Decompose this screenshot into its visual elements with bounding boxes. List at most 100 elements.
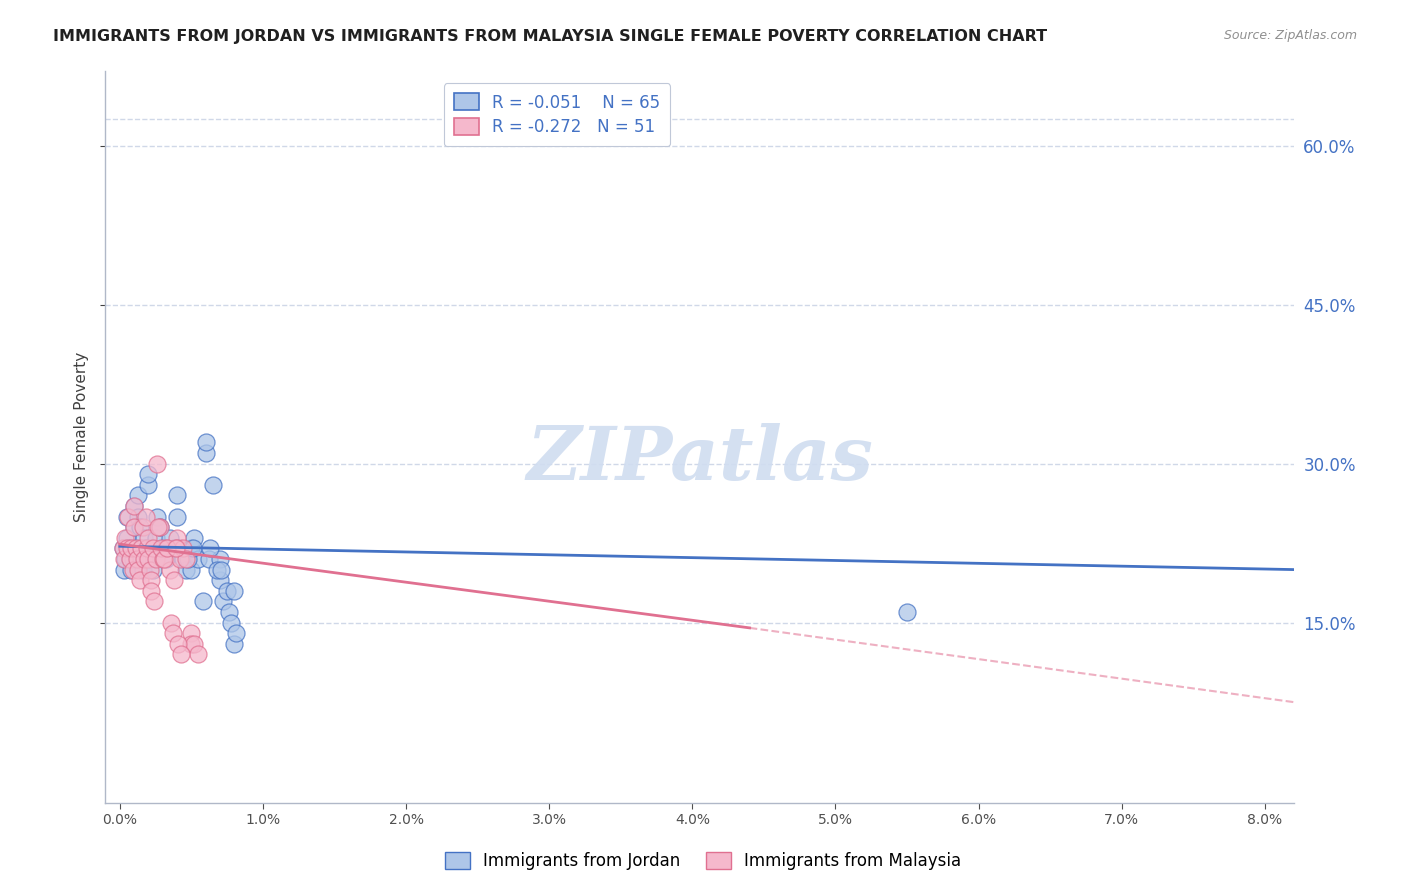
Point — [166, 509, 188, 524]
Point — [122, 520, 145, 534]
Y-axis label: Single Female Poverty: Single Female Poverty — [75, 352, 90, 522]
Point — [187, 552, 209, 566]
Point — [205, 563, 228, 577]
Point — [208, 573, 231, 587]
Point — [120, 541, 142, 556]
Point — [170, 648, 193, 662]
Point — [211, 594, 233, 608]
Point — [194, 446, 217, 460]
Point — [124, 541, 146, 556]
Point — [127, 509, 149, 524]
Point — [124, 541, 146, 556]
Point — [187, 648, 209, 662]
Point — [141, 573, 163, 587]
Point — [121, 563, 143, 577]
Point — [120, 541, 142, 556]
Point — [159, 563, 181, 577]
Point — [125, 552, 148, 566]
Point — [114, 531, 136, 545]
Point — [177, 552, 200, 566]
Legend: R = -0.051    N = 65, R = -0.272   N = 51: R = -0.051 N = 65, R = -0.272 N = 51 — [444, 83, 671, 146]
Legend: Immigrants from Jordan, Immigrants from Malaysia: Immigrants from Jordan, Immigrants from … — [439, 845, 967, 877]
Point — [165, 541, 187, 556]
Point — [129, 541, 152, 556]
Point — [143, 594, 166, 608]
Point — [146, 457, 169, 471]
Point — [180, 563, 202, 577]
Point — [172, 552, 194, 566]
Point — [138, 552, 160, 566]
Point — [149, 520, 172, 534]
Point — [198, 541, 221, 556]
Point — [181, 541, 204, 556]
Point — [145, 531, 167, 545]
Point — [162, 626, 184, 640]
Point — [138, 467, 160, 482]
Point — [146, 509, 169, 524]
Point — [139, 541, 162, 556]
Point — [138, 477, 160, 491]
Point — [117, 509, 139, 524]
Point — [142, 563, 165, 577]
Point — [139, 563, 162, 577]
Point — [191, 594, 214, 608]
Point — [112, 552, 135, 566]
Point — [155, 552, 177, 566]
Point — [142, 541, 165, 556]
Point — [135, 541, 157, 556]
Point — [135, 509, 157, 524]
Point — [467, 117, 489, 131]
Point — [194, 435, 217, 450]
Point — [150, 541, 173, 556]
Point — [217, 583, 239, 598]
Point — [896, 605, 918, 619]
Point — [145, 552, 167, 566]
Point — [169, 541, 191, 556]
Point — [128, 520, 150, 534]
Point — [136, 552, 159, 566]
Point — [132, 531, 155, 545]
Point — [169, 552, 191, 566]
Point — [114, 552, 136, 566]
Point — [122, 520, 145, 534]
Point — [156, 541, 179, 556]
Point — [129, 552, 152, 566]
Point — [180, 637, 202, 651]
Point — [201, 477, 224, 491]
Point — [115, 531, 138, 545]
Point — [112, 563, 135, 577]
Point — [152, 552, 174, 566]
Point — [163, 541, 186, 556]
Point — [180, 626, 202, 640]
Point — [180, 541, 202, 556]
Text: Source: ZipAtlas.com: Source: ZipAtlas.com — [1223, 29, 1357, 42]
Point — [115, 509, 138, 524]
Point — [183, 637, 205, 651]
Point — [117, 541, 139, 556]
Point — [166, 531, 188, 545]
Point — [127, 488, 149, 502]
Point — [218, 605, 240, 619]
Point — [111, 541, 134, 556]
Point — [167, 637, 190, 651]
Point — [136, 541, 159, 556]
Point — [166, 488, 188, 502]
Text: IMMIGRANTS FROM JORDAN VS IMMIGRANTS FROM MALAYSIA SINGLE FEMALE POVERTY CORRELA: IMMIGRANTS FROM JORDAN VS IMMIGRANTS FRO… — [53, 29, 1047, 44]
Point — [122, 499, 145, 513]
Point — [153, 552, 176, 566]
Point — [125, 552, 148, 566]
Point — [208, 552, 231, 566]
Point — [209, 563, 232, 577]
Point — [174, 563, 197, 577]
Point — [115, 541, 138, 556]
Point — [155, 541, 177, 556]
Point — [127, 563, 149, 577]
Point — [131, 520, 153, 534]
Point — [141, 583, 163, 598]
Point — [197, 552, 219, 566]
Point — [132, 552, 155, 566]
Point — [118, 552, 141, 566]
Point — [160, 615, 183, 630]
Point — [152, 541, 174, 556]
Point — [111, 541, 134, 556]
